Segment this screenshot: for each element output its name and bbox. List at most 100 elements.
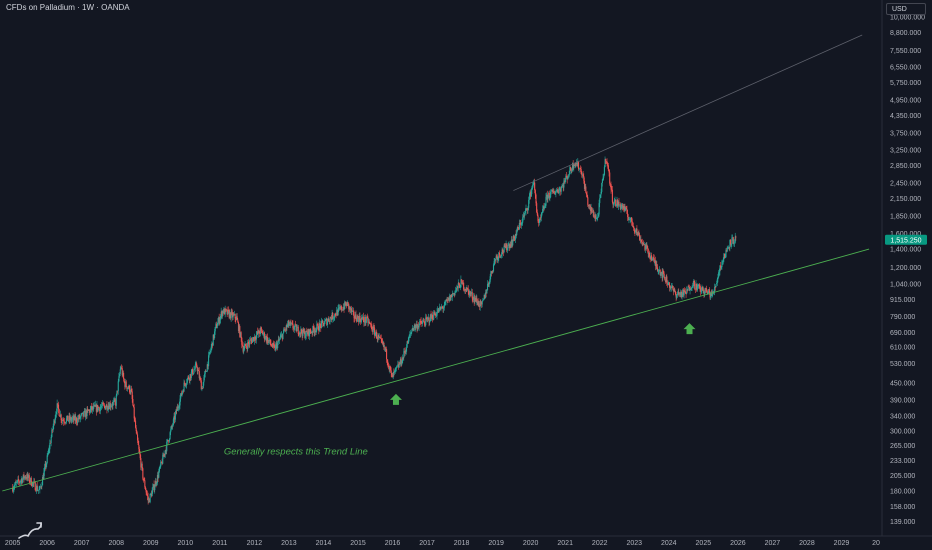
- candle-body: [405, 351, 407, 352]
- resistance-trend-line[interactable]: [513, 34, 863, 191]
- support-trend-line[interactable]: [2, 248, 870, 492]
- candle-body: [645, 244, 647, 248]
- candle-body: [330, 318, 333, 320]
- candle-body: [229, 312, 231, 318]
- candle-body: [111, 405, 113, 407]
- candle-body: [340, 306, 342, 311]
- candle-body: [123, 372, 125, 379]
- candle-body: [314, 330, 316, 333]
- candle-body: [569, 167, 571, 175]
- candle-body: [243, 349, 245, 352]
- candle-body: [69, 416, 71, 421]
- candle-body: [593, 217, 596, 218]
- trend-lines[interactable]: [2, 34, 870, 492]
- candle-body: [358, 315, 360, 323]
- candle-body: [348, 306, 350, 309]
- price-tick-label: 158.000: [890, 504, 915, 511]
- candle-body: [649, 256, 651, 260]
- candle-body: [589, 205, 592, 211]
- candle-body: [566, 176, 568, 180]
- candle-body: [296, 327, 298, 332]
- candle-body: [62, 420, 64, 421]
- candle-body: [343, 307, 345, 310]
- candle-body: [594, 215, 596, 218]
- candle-body: [285, 329, 287, 331]
- candle-body: [410, 332, 412, 334]
- candle-body: [597, 214, 599, 217]
- candle-body: [363, 320, 365, 323]
- candle-body: [653, 257, 655, 259]
- candle-body: [281, 334, 283, 336]
- candle-body: [627, 213, 629, 218]
- candle-body: [431, 314, 433, 319]
- price-axis[interactable]: 10,000.000 8,800.000 7,550.000 6,550.000 5,7…: [890, 15, 925, 526]
- candle-body: [497, 257, 499, 260]
- time-tick-label: 2025: [696, 540, 712, 547]
- candle-body: [293, 326, 295, 330]
- candle-body: [635, 228, 637, 232]
- candle-body: [140, 463, 143, 468]
- candle-body: [568, 174, 570, 176]
- candle-body: [166, 441, 168, 452]
- candle-body: [320, 324, 322, 328]
- candle-body: [486, 290, 488, 294]
- candle-body: [674, 291, 677, 295]
- tradingview-logo-icon[interactable]: [16, 520, 44, 540]
- candle-body: [642, 242, 644, 244]
- candle-body: [334, 313, 336, 318]
- currency-button[interactable]: USD: [886, 3, 926, 15]
- price-tick-label: 2,150.000: [890, 196, 921, 203]
- candle-body: [544, 205, 546, 207]
- candle-body: [257, 331, 259, 334]
- candle-body: [311, 332, 313, 333]
- candle-body: [135, 427, 137, 432]
- candle-body: [612, 201, 614, 205]
- candle-body: [477, 301, 479, 305]
- candle-body: [155, 481, 157, 485]
- candle-body: [650, 255, 652, 260]
- candle-body: [380, 337, 382, 339]
- candle-body: [56, 403, 58, 412]
- candle-body: [724, 257, 726, 259]
- candle-body: [321, 320, 323, 322]
- candle-body: [113, 399, 115, 401]
- candle-body: [265, 336, 267, 342]
- candle-body: [249, 339, 251, 341]
- candle-body: [344, 301, 346, 310]
- candle-body: [407, 337, 410, 344]
- candle-body: [562, 184, 564, 188]
- price-tick-label: 1,400.000: [890, 247, 921, 254]
- candle-body: [69, 417, 72, 421]
- arrow-up-icon: [683, 323, 696, 335]
- candle-body: [405, 347, 408, 352]
- candle-body: [310, 332, 313, 333]
- candle-body: [35, 490, 37, 492]
- candle-body: [280, 335, 282, 338]
- candle-body: [288, 320, 290, 326]
- candle-body: [403, 351, 406, 353]
- candle-body: [14, 485, 16, 488]
- candle-body: [125, 381, 127, 387]
- candle-body: [618, 201, 620, 205]
- candle-body: [552, 189, 554, 193]
- candle-body: [571, 170, 573, 171]
- candle-body: [320, 321, 323, 328]
- candle-body: [463, 282, 465, 290]
- candle-body: [12, 487, 14, 492]
- candle-body: [630, 217, 632, 219]
- candle-body: [93, 405, 95, 409]
- candle-body: [565, 175, 567, 180]
- candle-body: [66, 415, 68, 419]
- candle-body: [204, 370, 206, 374]
- candle-body: [360, 320, 362, 323]
- candle-body: [362, 316, 364, 321]
- candle-body: [97, 407, 99, 411]
- candle-body: [730, 244, 732, 245]
- candle-body: [520, 222, 522, 226]
- candle-body: [83, 411, 85, 417]
- time-axis[interactable]: 2005 2006 2007 2008 2009 2010 2011 2012 2013 2014…: [5, 540, 880, 547]
- candle-body: [514, 237, 516, 240]
- candle-body: [557, 190, 559, 193]
- price-tick-label: 8,800.000: [890, 30, 921, 37]
